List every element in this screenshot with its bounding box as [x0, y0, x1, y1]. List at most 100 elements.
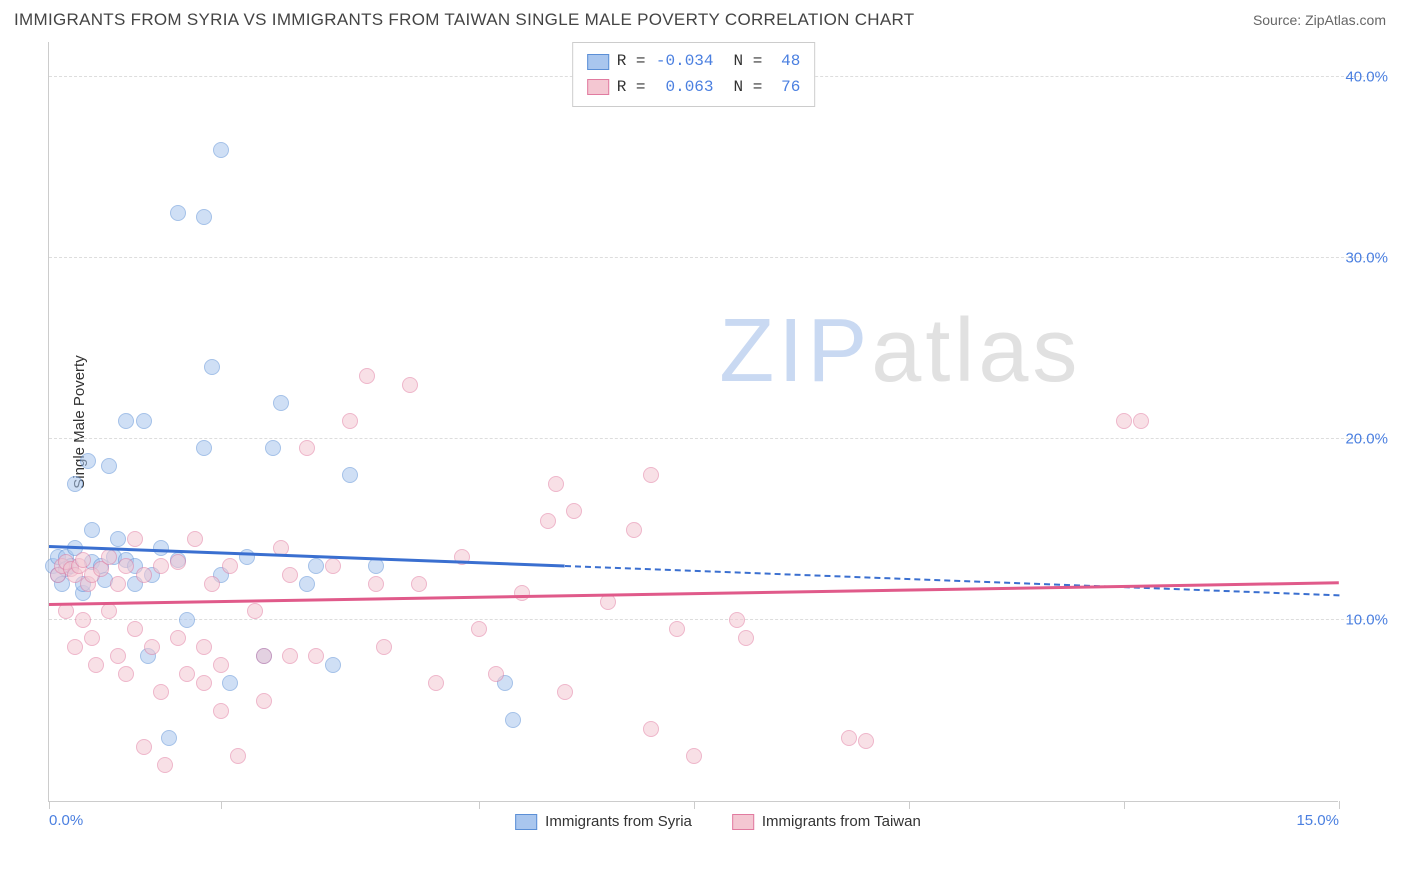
legend-swatch	[587, 54, 609, 70]
scatter-point	[75, 612, 91, 628]
scatter-point	[127, 531, 143, 547]
scatter-point	[239, 549, 255, 565]
x-tick-label: 0.0%	[49, 812, 83, 829]
scatter-point	[187, 531, 203, 547]
x-tick-label: 15.0%	[1296, 812, 1339, 829]
scatter-point	[1116, 413, 1132, 429]
scatter-point	[488, 666, 504, 682]
regression-line	[49, 581, 1339, 606]
scatter-point	[548, 476, 564, 492]
scatter-point	[213, 142, 229, 158]
scatter-point	[265, 440, 281, 456]
scatter-point	[540, 513, 556, 529]
scatter-point	[144, 639, 160, 655]
scatter-point	[179, 612, 195, 628]
scatter-point	[376, 639, 392, 655]
scatter-point	[308, 648, 324, 664]
scatter-point	[686, 748, 702, 764]
scatter-point	[136, 739, 152, 755]
scatter-point	[136, 567, 152, 583]
scatter-point	[299, 440, 315, 456]
legend-label: Immigrants from Taiwan	[762, 813, 921, 830]
legend-label: Immigrants from Syria	[545, 813, 692, 830]
scatter-point	[153, 558, 169, 574]
legend-swatch	[732, 814, 754, 830]
scatter-point	[514, 585, 530, 601]
chart-container: Single Male Poverty ZIPatlas R =-0.034N …	[48, 42, 1388, 834]
scatter-point	[84, 522, 100, 538]
scatter-point	[110, 648, 126, 664]
scatter-point	[110, 576, 126, 592]
scatter-point	[256, 693, 272, 709]
scatter-point	[204, 359, 220, 375]
scatter-point	[196, 209, 212, 225]
scatter-point	[118, 413, 134, 429]
scatter-point	[196, 675, 212, 691]
source-label: Source: ZipAtlas.com	[1253, 12, 1386, 28]
scatter-point	[299, 576, 315, 592]
scatter-point	[643, 721, 659, 737]
scatter-point	[127, 621, 143, 637]
scatter-point	[325, 657, 341, 673]
scatter-point	[67, 639, 83, 655]
scatter-point	[256, 648, 272, 664]
scatter-point	[368, 576, 384, 592]
scatter-point	[325, 558, 341, 574]
scatter-point	[161, 730, 177, 746]
scatter-point	[136, 413, 152, 429]
scatter-point	[213, 657, 229, 673]
scatter-point	[669, 621, 685, 637]
scatter-point	[342, 467, 358, 483]
scatter-point	[110, 531, 126, 547]
scatter-point	[67, 476, 83, 492]
scatter-point	[75, 552, 91, 568]
series-legend: Immigrants from Syria Immigrants from Tai…	[515, 813, 921, 830]
scatter-point	[204, 576, 220, 592]
scatter-point	[222, 558, 238, 574]
scatter-point	[841, 730, 857, 746]
scatter-point	[118, 666, 134, 682]
x-tick	[694, 801, 695, 809]
scatter-point	[308, 558, 324, 574]
gridline-h	[49, 257, 1379, 258]
gridline-h	[49, 438, 1379, 439]
legend-item: Immigrants from Syria	[515, 813, 692, 830]
legend-item: Immigrants from Taiwan	[732, 813, 921, 830]
scatter-point	[282, 567, 298, 583]
scatter-point	[626, 522, 642, 538]
scatter-point	[557, 684, 573, 700]
legend-swatch	[587, 79, 609, 95]
plot-area: Single Male Poverty ZIPatlas R =-0.034N …	[48, 42, 1338, 802]
gridline-h	[49, 619, 1379, 620]
scatter-point	[170, 630, 186, 646]
x-tick	[1124, 801, 1125, 809]
x-tick	[909, 801, 910, 809]
y-tick-label: 20.0%	[1345, 431, 1388, 448]
scatter-point	[402, 377, 418, 393]
scatter-point	[101, 549, 117, 565]
legend-row: R =-0.034N =48	[587, 49, 801, 75]
scatter-point	[170, 205, 186, 221]
y-tick-label: 30.0%	[1345, 250, 1388, 267]
scatter-point	[196, 440, 212, 456]
scatter-point	[643, 467, 659, 483]
scatter-point	[101, 603, 117, 619]
scatter-point	[88, 657, 104, 673]
scatter-point	[230, 748, 246, 764]
scatter-point	[729, 612, 745, 628]
scatter-point	[1133, 413, 1149, 429]
x-tick	[49, 801, 50, 809]
scatter-point	[247, 603, 263, 619]
scatter-point	[273, 395, 289, 411]
scatter-point	[858, 733, 874, 749]
scatter-point	[196, 639, 212, 655]
scatter-point	[157, 757, 173, 773]
legend-row: R =0.063N =76	[587, 75, 801, 101]
scatter-point	[428, 675, 444, 691]
scatter-point	[359, 368, 375, 384]
watermark: ZIPatlas	[719, 300, 1081, 403]
scatter-point	[566, 503, 582, 519]
scatter-point	[471, 621, 487, 637]
scatter-point	[222, 675, 238, 691]
x-tick	[479, 801, 480, 809]
